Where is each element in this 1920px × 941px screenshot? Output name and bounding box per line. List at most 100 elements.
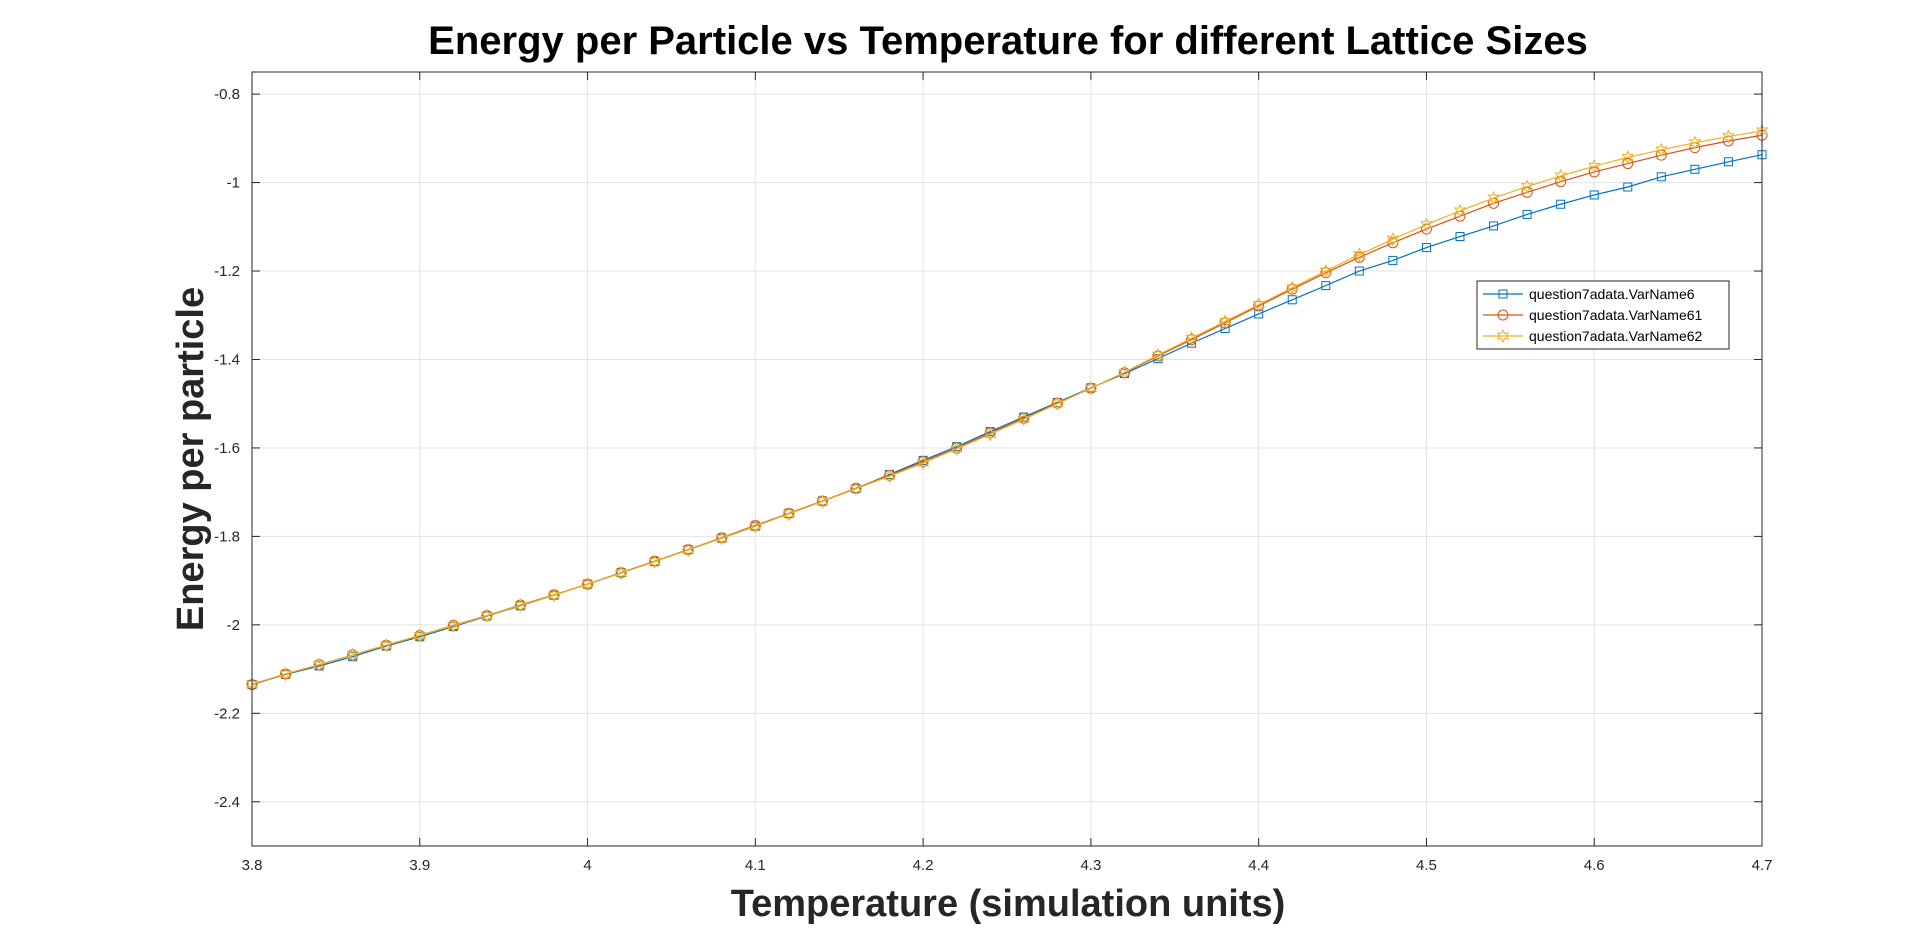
data-point-marker [648,554,661,569]
axes: 3.8 3.9 4 4.1 4.2 4.3 4.4 4.5 4.6 4.7 -2.4 -2.2 -2 -1… [214,72,1772,874]
legend-label: question7adata.VarName62 [1529,328,1703,344]
data-point-marker [1185,331,1198,346]
x-tick-label: 4.6 [1584,857,1605,874]
data-point-marker [581,576,594,592]
data-point-marker [447,618,460,633]
y-tick-label: -2 [227,617,240,634]
data-point-marker [1387,237,1399,249]
data-point-marker [650,557,660,567]
data-point-marker [749,518,762,534]
data-point-marker [616,568,626,578]
y-tick-label: -1.4 [214,351,240,368]
data-point-marker [482,611,492,621]
data-point-marker [1555,176,1567,188]
y-tick-label: -1.2 [214,263,240,280]
data-point-marker [514,598,527,613]
data-point-marker [1386,231,1400,247]
data-point-marker [1521,186,1533,198]
data-point-marker [1051,396,1064,411]
data-point-marker [1621,150,1635,165]
x-axis-label: Temperature (simulation units) [731,883,1286,925]
legend-entry-2: question7adata.VarName61 [1483,307,1703,323]
data-point-marker [413,628,427,643]
data-point-marker [1321,281,1331,291]
data-point-marker [1589,190,1599,200]
data-point-marker [683,545,693,555]
y-tick-label: -2.2 [214,705,240,722]
legend-entry-3: question7adata.VarName62 [1483,328,1703,344]
series-3 [245,123,1769,692]
data-point-marker [817,496,827,506]
data-point-marker [1354,266,1364,276]
data-point-marker [549,590,559,600]
data-point-marker [1220,324,1230,334]
data-point-marker [1017,411,1031,427]
x-tick-label: 4.1 [745,857,766,874]
data-point-marker [1118,365,1131,380]
data-point-marker [1151,347,1165,363]
data-point-marker [1722,129,1735,144]
chart-title: Energy per Particle vs Temperature for d… [428,19,1588,63]
x-tick-label: 4.2 [913,857,934,874]
data-point-marker [916,455,930,471]
y-tick-label: -1.6 [214,440,240,457]
data-point-marker [883,469,896,484]
y-tick-label: -2.4 [214,794,240,811]
data-point-marker [583,579,593,589]
grid [252,72,1762,846]
x-tick-label: 3.9 [409,857,430,874]
x-tick-label: 4 [583,857,591,874]
data-point-marker [279,666,292,682]
data-point-marker [717,533,727,543]
data-point-marker [1421,243,1431,253]
data-point-marker [1218,314,1232,329]
legend-entry-1: question7adata.VarName6 [1483,286,1695,302]
data-point-marker [1455,232,1465,242]
legend: question7adata.VarName6 question7adata.Va… [1476,280,1730,350]
data-point-marker [346,647,359,663]
data-point-marker [1688,135,1702,151]
data-point-marker [681,542,695,558]
data-point-marker [281,669,291,679]
y-axis-label: Energy per particle [170,287,212,631]
data-point-marker [782,506,796,522]
legend-marker [1498,289,1508,299]
data-point-marker [1489,221,1499,231]
data-point-marker [983,426,997,442]
data-point-marker [784,508,794,518]
data-point-marker [379,637,393,653]
data-point-marker [480,608,494,623]
data-point-marker [1522,209,1532,219]
data-point-marker [1319,263,1333,279]
data-point-marker [1388,255,1398,265]
data-point-marker [1086,383,1096,393]
legend-label: question7adata.VarName6 [1529,286,1695,302]
data-point-marker [1084,380,1098,396]
data-point-marker [1353,247,1366,262]
data-point-marker [1487,190,1500,206]
legend-label: question7adata.VarName61 [1529,307,1703,323]
plot-box [251,71,1763,847]
data-point-marker [1623,182,1633,192]
data-point-marker [1285,280,1299,296]
data-point-marker [816,494,829,509]
data-point-marker [1556,199,1566,209]
legend-marker [1497,309,1509,321]
data-point-marker [950,441,963,457]
data-point-marker [1622,158,1634,170]
data-point-marker [312,657,326,672]
x-tick-label: 4.3 [1080,857,1101,874]
x-tick-label: 4.5 [1416,857,1437,874]
data-point-marker [1655,142,1668,158]
data-point-marker [1587,158,1601,174]
data-point-marker [715,530,729,546]
data-point-marker [851,484,861,494]
data-point-marker [1453,203,1467,219]
data-point-marker [1656,172,1666,182]
plot-area [252,72,1762,846]
data-point-marker [547,587,561,603]
data-point-marker [1723,157,1733,167]
x-tick-label: 3.8 [242,857,263,874]
series-line [251,130,1763,685]
